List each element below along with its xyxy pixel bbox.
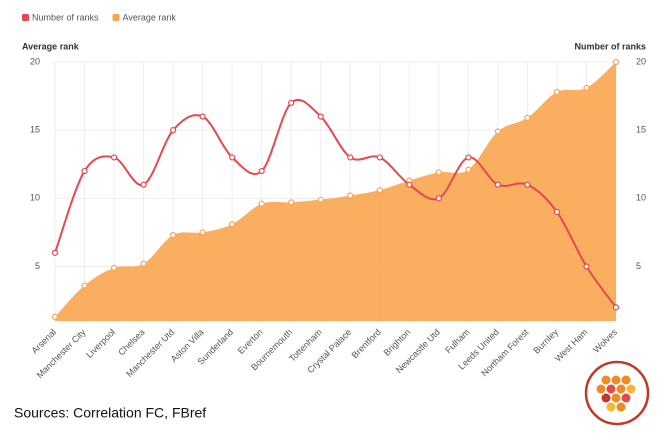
x-tick-label: Arsenal <box>29 327 58 356</box>
point <box>612 304 620 311</box>
point <box>406 181 413 188</box>
point <box>288 199 295 206</box>
point <box>170 127 177 134</box>
y-tick-label: 15 <box>30 125 40 135</box>
point <box>229 154 236 161</box>
point <box>81 167 88 175</box>
y-tick-label: 20 <box>30 56 40 66</box>
point <box>140 260 147 267</box>
y-tick-label: 10 <box>30 193 40 203</box>
point <box>347 192 354 199</box>
point <box>524 181 531 188</box>
point <box>376 154 383 161</box>
point <box>51 313 59 321</box>
point <box>199 113 206 120</box>
x-tick-label: Wolves <box>591 327 619 355</box>
y2-tick-label: 15 <box>636 125 646 135</box>
point <box>435 195 442 202</box>
y2-tick-label: 20 <box>636 56 646 66</box>
point <box>553 208 561 216</box>
point <box>347 154 354 161</box>
point <box>583 263 590 270</box>
y-axis-title: Average rank <box>22 41 80 51</box>
point <box>288 99 295 106</box>
point <box>583 84 590 92</box>
logo <box>584 360 650 426</box>
x-tick-label: Everton <box>236 327 265 356</box>
point <box>612 58 620 66</box>
x-tick-label: Burnley <box>531 327 560 356</box>
point <box>258 200 265 207</box>
y2-tick-label: 5 <box>636 261 641 271</box>
y2-tick-label: 10 <box>636 193 646 203</box>
point <box>465 154 472 161</box>
point <box>229 221 236 228</box>
legend-label: Number of ranks <box>32 12 99 22</box>
point <box>494 128 501 135</box>
point <box>524 114 531 121</box>
legend-swatch <box>112 14 120 21</box>
source: Sources: Correlation FC, FBref <box>14 405 206 421</box>
point <box>258 167 265 175</box>
area <box>55 62 616 321</box>
point <box>81 282 88 289</box>
point <box>140 181 147 188</box>
point <box>199 229 206 236</box>
x-tick-label: Brentford <box>350 327 383 360</box>
point <box>376 187 383 194</box>
x-tick-label: Fulham <box>443 327 471 355</box>
point <box>51 249 59 256</box>
point <box>465 166 472 173</box>
point <box>435 169 442 176</box>
point <box>317 113 324 120</box>
y-tick-label: 5 <box>35 261 40 271</box>
point <box>110 264 118 271</box>
point <box>317 196 324 203</box>
x-tick-label: Liverpool <box>84 327 117 360</box>
point <box>553 88 561 96</box>
legend-swatch <box>22 14 29 21</box>
legend-label: Average rank <box>123 12 177 22</box>
point <box>170 232 177 239</box>
point <box>110 154 118 161</box>
point <box>494 181 501 188</box>
y2-axis-title: Number of ranks <box>574 41 646 51</box>
